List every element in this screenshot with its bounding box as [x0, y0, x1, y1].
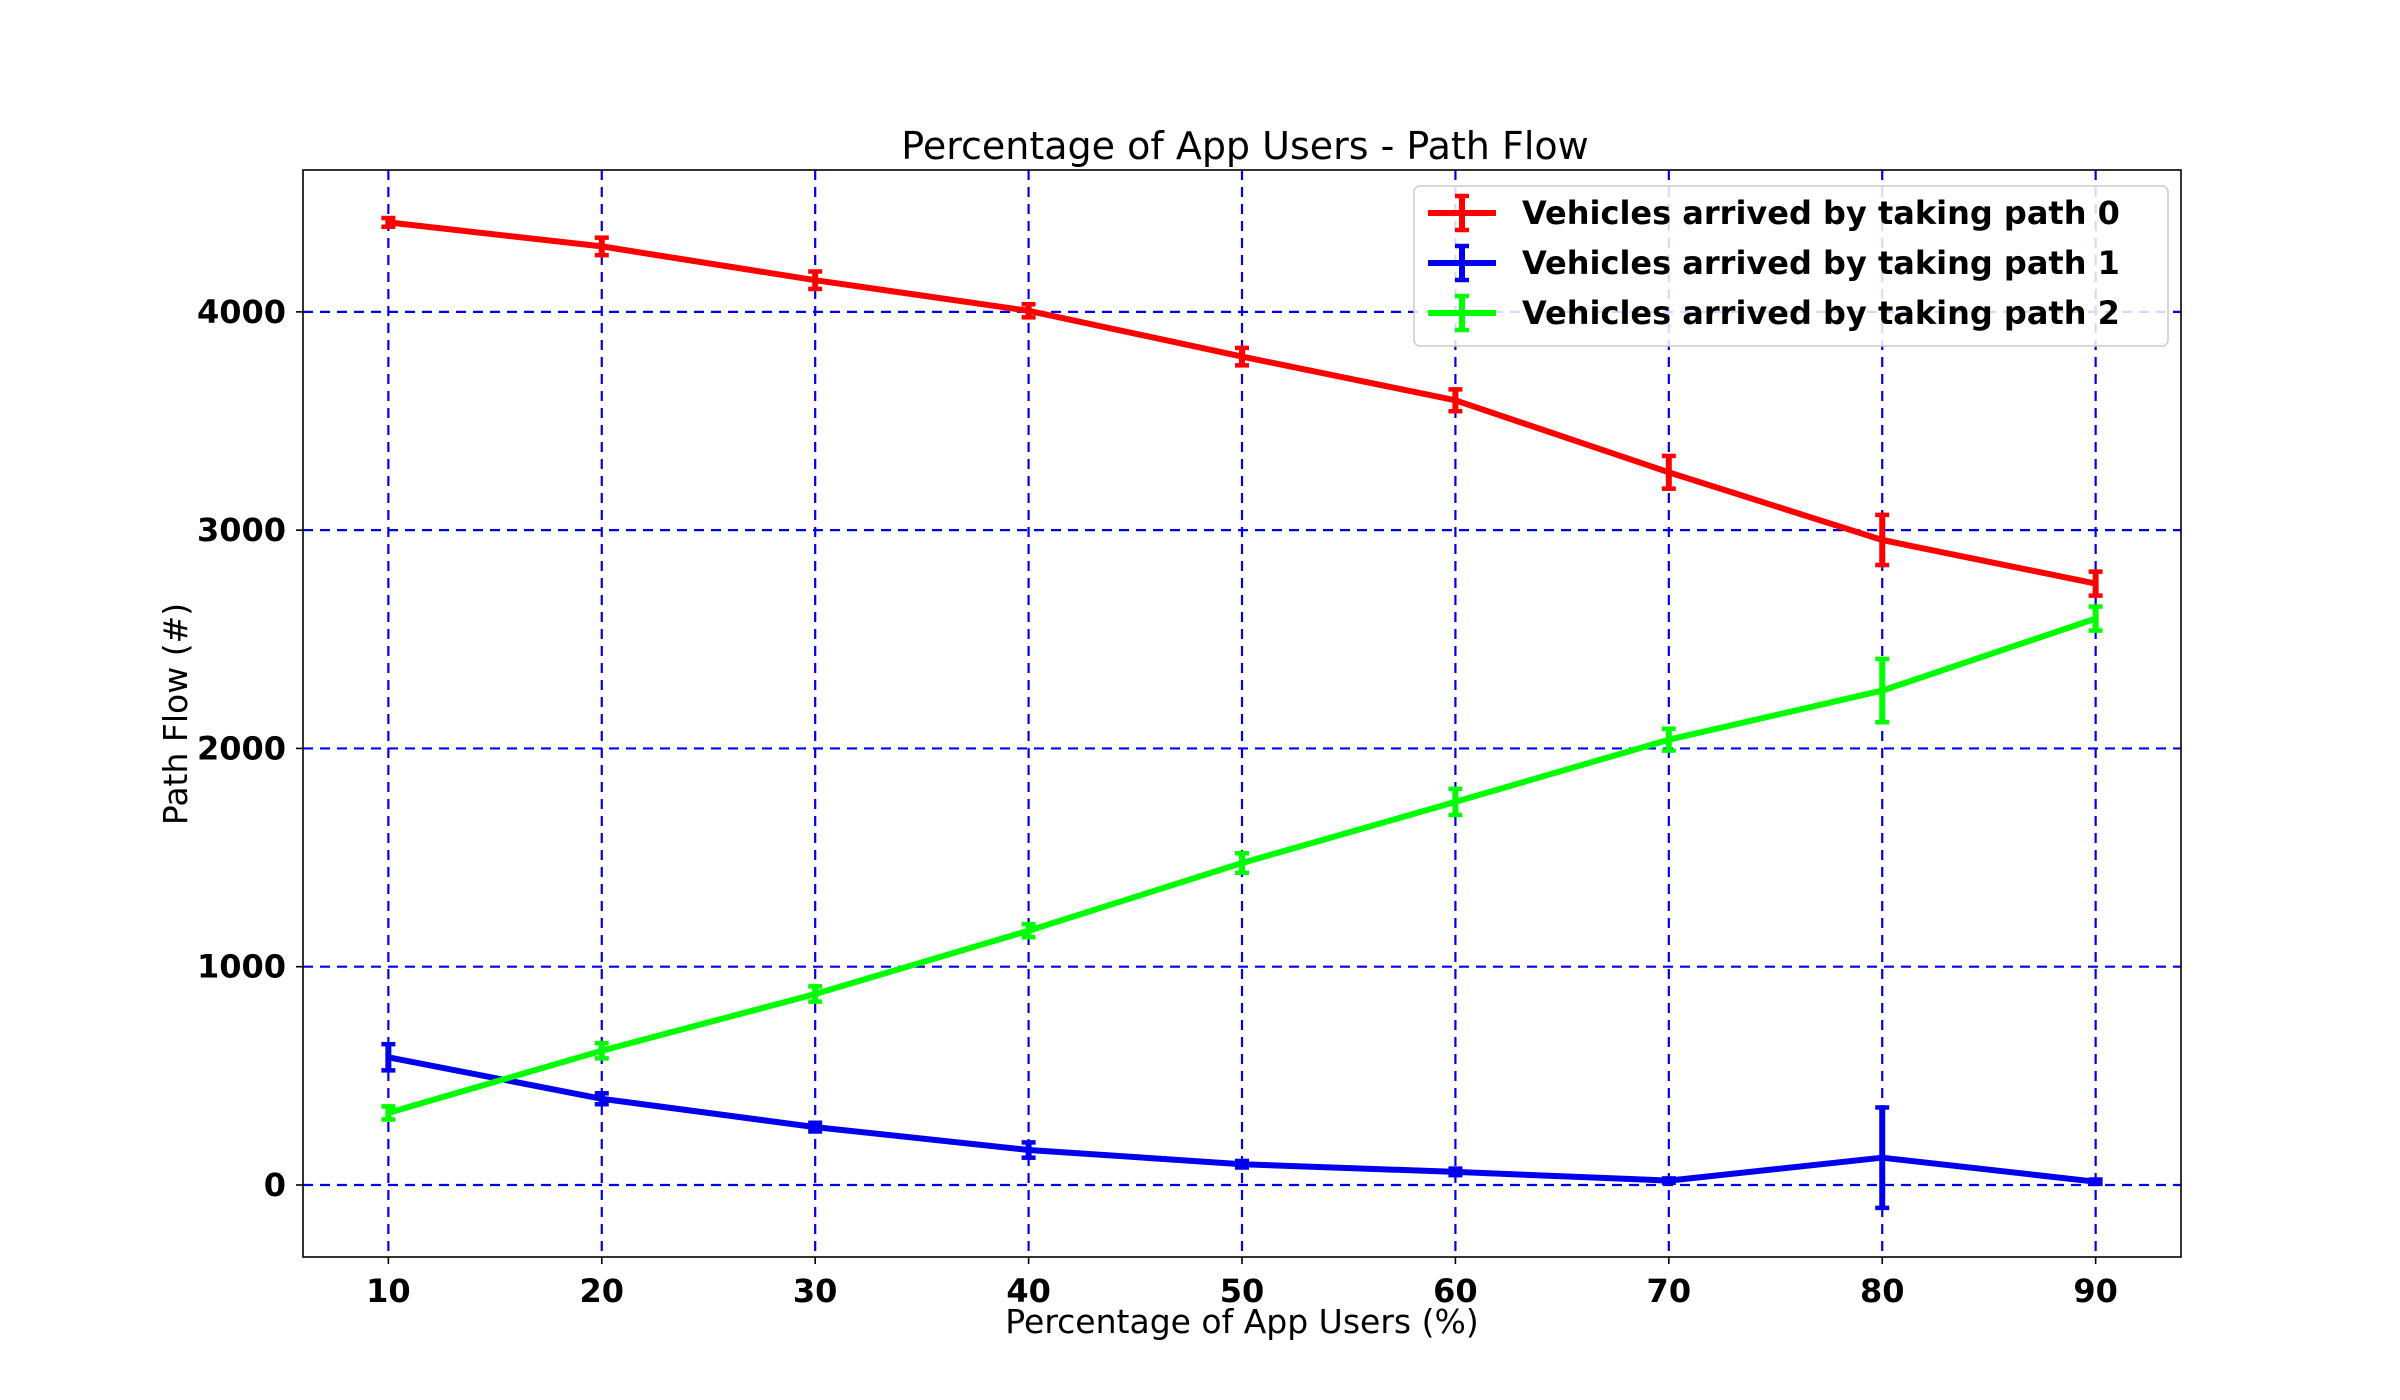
error-bar [1661, 453, 1676, 491]
x-tick-label: 40 [1006, 1272, 1051, 1310]
x-tick-label: 60 [1433, 1272, 1478, 1310]
y-tick-label: 1000 [197, 948, 286, 986]
x-axis-label: Percentage of App Users (%) [1005, 1302, 1478, 1341]
series-path-1 [381, 1041, 2103, 1211]
y-axis-label: Path Flow (#) [156, 603, 195, 825]
error-bar [1661, 726, 1676, 753]
error-bar [808, 1120, 823, 1134]
error-bar [1021, 1140, 1036, 1160]
error-bar [2088, 1177, 2103, 1187]
error-bar [1875, 656, 1890, 725]
error-bar [1235, 1158, 1249, 1170]
error-bar [2088, 604, 2103, 633]
series-group [381, 215, 2103, 1211]
series-path-0 [381, 215, 2103, 598]
error-bar [594, 1091, 609, 1107]
error-bar [1875, 512, 1890, 568]
error-bar [381, 1104, 396, 1122]
error-bar [808, 269, 823, 292]
error-bar [1021, 301, 1036, 320]
legend-label: Vehicles arrived by taking path 0 [1522, 194, 2120, 232]
chart-title: Percentage of App Users - Path Flow [901, 124, 1588, 168]
y-tick-label: 0 [264, 1166, 286, 1204]
plot-frame [302, 169, 2182, 1258]
x-tick-label: 70 [1647, 1272, 1692, 1310]
x-tick-label: 30 [793, 1272, 838, 1310]
y-tick-label: 2000 [197, 729, 286, 767]
error-bar [1661, 1176, 1676, 1186]
legend-box [1413, 185, 2169, 347]
error-bar [1448, 387, 1463, 414]
y-axis-ticks: 0 1000 2000 3000 4000 [197, 293, 303, 1204]
x-axis-ticks: 10 20 30 40 50 60 70 80 90 [366, 1257, 2118, 1310]
error-bar [594, 1040, 609, 1061]
legend: Vehicles arrived by taking path 0 Vehicle… [1413, 185, 2169, 347]
x-tick-label: 50 [1220, 1272, 1265, 1310]
error-bar [381, 215, 396, 230]
legend-item: Vehicles arrived by taking path 1 [1428, 243, 2120, 283]
legend-label: Vehicles arrived by taking path 1 [1522, 244, 2120, 282]
error-bar [1021, 921, 1036, 940]
error-bar [1235, 850, 1249, 876]
legend-item: Vehicles arrived by taking path 0 [1428, 193, 2120, 233]
error-bar [594, 235, 609, 258]
x-tick-label: 20 [580, 1272, 625, 1310]
y-tick-label: 4000 [197, 293, 286, 331]
x-tick-label: 80 [1860, 1272, 1905, 1310]
grid-lines [303, 170, 2181, 1257]
error-bar [2088, 569, 2103, 598]
x-tick-label: 90 [2073, 1272, 2118, 1310]
error-bar [1875, 1105, 1890, 1211]
error-bar [1448, 1166, 1463, 1178]
error-bar [1448, 786, 1463, 818]
error-bar [381, 1041, 396, 1073]
legend-label: Vehicles arrived by taking path 2 [1522, 294, 2120, 332]
legend-item: Vehicles arrived by taking path 2 [1428, 293, 2120, 333]
error-bar [808, 984, 823, 1004]
series-path-2 [381, 604, 2103, 1122]
x-tick-label: 10 [366, 1272, 411, 1310]
error-bar [1235, 345, 1249, 368]
y-tick-label: 3000 [197, 511, 286, 549]
